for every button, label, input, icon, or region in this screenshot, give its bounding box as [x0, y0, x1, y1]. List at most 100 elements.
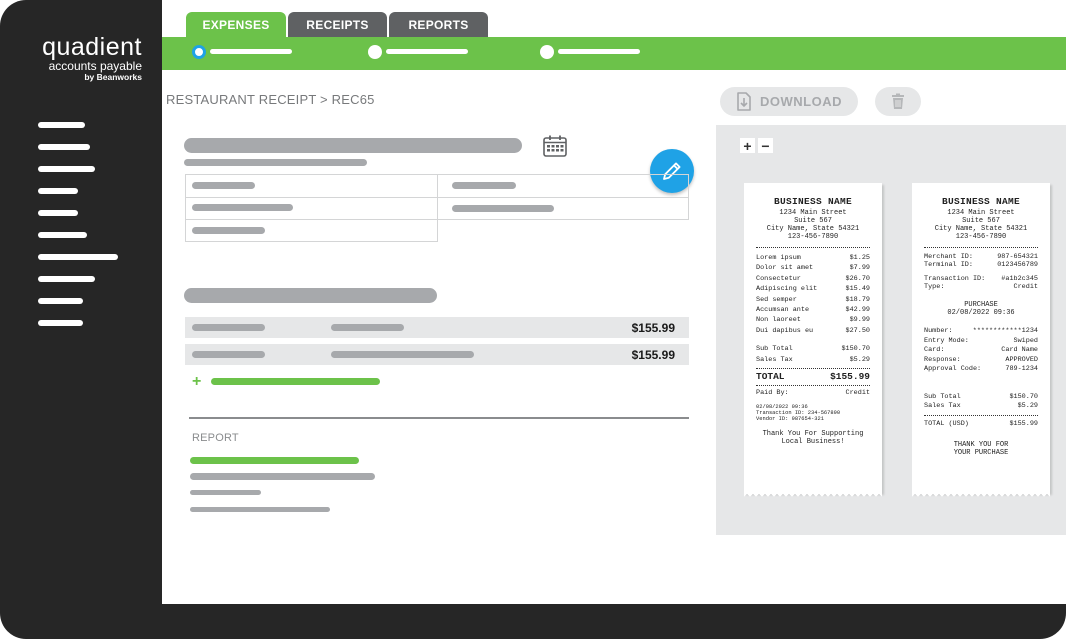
sidebar-item[interactable] — [38, 232, 87, 238]
receipt-paid-by: Paid By: Credit — [756, 389, 870, 398]
document-download-icon — [737, 92, 751, 111]
tab-receipts[interactable]: RECEIPTS — [288, 12, 387, 37]
tab-reports[interactable]: REPORTS — [389, 12, 488, 37]
receipt-field: Merchant ID: 987-654321 — [924, 253, 1038, 261]
tab-expenses[interactable]: EXPENSES — [186, 12, 286, 37]
field-placeholder[interactable] — [192, 204, 293, 211]
address-line: City Name, State 54321 — [934, 225, 1028, 233]
receipt-image-restaurant[interactable]: BUSINESS NAME 1234 Main Street Suite 567… — [744, 183, 882, 498]
receipt-subtotal: Sub Total $150.70 — [756, 345, 870, 354]
sidebar-item[interactable] — [38, 188, 78, 194]
address-line: 1234 Main Street — [779, 209, 847, 217]
receipt-meta: 02/08/2022 09:36 — [756, 404, 808, 411]
calendar-icon[interactable] — [543, 135, 567, 157]
pencil-icon — [663, 162, 681, 180]
brand-by: by Beanworks — [84, 72, 142, 82]
list-item: Consectetur $26.70 — [756, 274, 870, 283]
receipt-meta: Vendor ID: 987654-321 — [756, 416, 824, 423]
receipt-total: TOTAL $155.99 — [756, 371, 870, 383]
field-placeholder[interactable] — [452, 205, 554, 212]
section-divider — [189, 417, 689, 419]
receipt-address: 1234 Main Street Suite 567 City Name, St… — [756, 209, 870, 241]
form-title-placeholder — [184, 138, 522, 153]
receipt-field: Transaction ID: #a1b2c345 — [924, 275, 1038, 283]
download-button[interactable]: DOWNLOAD — [720, 87, 858, 116]
step-dot-current[interactable] — [192, 45, 206, 59]
report-placeholder — [190, 507, 330, 512]
field-placeholder[interactable] — [192, 227, 265, 234]
report-link-placeholder[interactable] — [190, 457, 359, 464]
receipt-field: Approval Code: 789-1234 — [924, 365, 1038, 373]
list-item: Dui dapibus eu $27.50 — [756, 326, 870, 335]
receipt-meta: Transaction ID: 234-567890 — [756, 410, 841, 417]
receipt-purchase-date: 02/08/2022 09:36 — [947, 309, 1015, 317]
sidebar-item[interactable] — [38, 166, 95, 172]
cell-placeholder — [331, 351, 474, 358]
zoom-in-button[interactable]: + — [740, 138, 755, 153]
address-line: City Name, State 54321 — [766, 225, 860, 233]
receipt-business-name: BUSINESS NAME — [941, 196, 1020, 207]
list-item: Non laoreet $9.99 — [756, 316, 870, 325]
sidebar-item[interactable] — [38, 254, 118, 260]
sidebar-item[interactable] — [38, 320, 83, 326]
tab-bar: EXPENSES RECEIPTS REPORTS — [186, 12, 488, 37]
breadcrumb: RESTAURANT RECEIPT > REC65 — [166, 92, 375, 107]
sidebar-menu — [38, 122, 118, 342]
receipt-footer: Thank You For Supporting — [762, 430, 864, 439]
list-item: Adipiscing elit $15.49 — [756, 285, 870, 294]
list-item: Dolor sit amet $7.99 — [756, 264, 870, 273]
main-screen: EXPENSES RECEIPTS REPORTS RESTAURANT REC… — [162, 0, 1066, 604]
progress-steps — [162, 37, 1066, 70]
report-placeholder — [190, 490, 261, 495]
field-placeholder[interactable] — [192, 182, 255, 189]
line-item-amount: $155.99 — [631, 348, 675, 362]
step-dot[interactable] — [368, 45, 382, 59]
receipt-purchase-title: PURCHASE — [964, 301, 998, 309]
address-line: 1234 Main Street — [947, 209, 1015, 217]
list-item: Sed semper $18.79 — [756, 295, 870, 304]
brand-sub: accounts payable — [48, 59, 142, 73]
cell-placeholder — [192, 324, 265, 331]
receipt-business-name: BUSINESS NAME — [773, 196, 852, 207]
step-label — [210, 49, 292, 54]
section-title-placeholder — [184, 288, 437, 303]
receipt-tax: Sales Tax $5.29 — [924, 402, 1038, 410]
step-dot[interactable] — [540, 45, 554, 59]
delete-button[interactable] — [875, 87, 921, 116]
sidebar-item[interactable] — [38, 210, 78, 216]
sidebar-item[interactable] — [38, 298, 83, 304]
cell-placeholder — [192, 351, 265, 358]
download-label: DOWNLOAD — [760, 94, 842, 109]
address-line: 123-456-7890 — [787, 233, 839, 241]
sidebar-item[interactable] — [38, 122, 85, 128]
sidebar-item[interactable] — [38, 276, 95, 282]
receipt-tax: Sales Tax $5.29 — [756, 355, 870, 364]
step-label — [386, 49, 468, 54]
cell-placeholder — [331, 324, 404, 331]
receipt-subtotal: Sub Total $150.70 — [924, 392, 1038, 401]
report-placeholder — [190, 473, 375, 480]
table-row[interactable]: $155.99 — [185, 344, 689, 365]
add-line-item-link[interactable] — [211, 378, 380, 385]
edit-button[interactable] — [650, 149, 694, 193]
plus-icon[interactable]: + — [192, 373, 202, 390]
address-line: Suite 567 — [794, 217, 832, 225]
receipt-footer: YOUR PURCHASE — [953, 448, 1009, 457]
sidebar-item[interactable] — [38, 144, 90, 150]
receipt-total: TOTAL (USD) $155.99 — [924, 419, 1038, 428]
receipt-field: Entry Mode: Swiped — [924, 336, 1038, 345]
receipt-items: Lorem ipsum $1.25 Dolor sit amet $7.99 Con… — [756, 253, 870, 336]
report-section-label: REPORT — [192, 432, 239, 444]
line-item-amount: $155.99 — [631, 321, 675, 335]
table-row[interactable]: $155.99 — [185, 317, 689, 338]
field-placeholder[interactable] — [452, 182, 516, 189]
receipt-image-card[interactable]: BUSINESS NAME 1234 Main Street Suite 567… — [912, 183, 1050, 498]
receipt-field: Card: Card Name — [924, 346, 1038, 354]
step-label — [558, 49, 640, 54]
address-line: Suite 567 — [962, 217, 1000, 225]
trash-icon — [892, 93, 904, 109]
zoom-out-button[interactable]: − — [758, 138, 773, 153]
receipt-address: 1234 Main Street Suite 567 City Name, St… — [924, 209, 1038, 241]
receipt-field: Response: APPROVED — [924, 355, 1038, 364]
